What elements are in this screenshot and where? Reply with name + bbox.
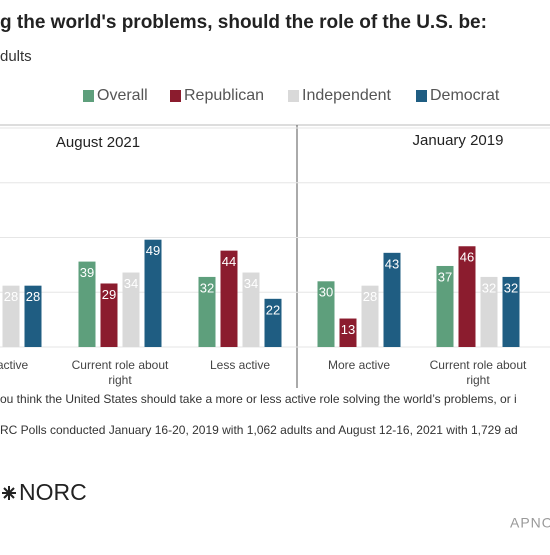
bar — [78, 261, 96, 347]
bar — [2, 285, 20, 347]
legend-label: Overall — [97, 87, 148, 104]
category-label-box: Less active — [209, 358, 271, 372]
bar — [24, 285, 42, 347]
category-label: active — [0, 358, 29, 372]
legend-swatch — [416, 90, 427, 102]
logo-mark — [2, 486, 16, 500]
legend-swatch — [170, 90, 181, 102]
value-label: 43 — [385, 256, 399, 271]
value-label: 28 — [4, 289, 18, 304]
subtitle: dults — [0, 48, 32, 65]
title: g the world's problems, should the role … — [0, 12, 487, 33]
panel-title: August 2021 — [56, 134, 140, 151]
category-label: Less active — [209, 358, 271, 372]
bar — [242, 272, 260, 347]
bar — [317, 281, 335, 347]
legend-swatch — [288, 90, 299, 102]
value-label: 22 — [266, 302, 280, 317]
value-label: 30 — [319, 285, 333, 300]
bar — [458, 246, 476, 347]
bar — [220, 250, 238, 347]
bar — [361, 285, 379, 347]
value-label: 32 — [504, 280, 518, 295]
bar — [436, 265, 454, 347]
note: RC Polls conducted January 16-20, 2019 w… — [0, 423, 518, 437]
value-label: 34 — [124, 276, 138, 291]
category-label: More active — [327, 358, 391, 372]
panel-title: January 2019 — [413, 132, 504, 149]
value-label: 13 — [341, 322, 355, 337]
value-label: 28 — [26, 289, 40, 304]
category-label-box: active — [0, 358, 29, 372]
bar — [339, 318, 357, 347]
watermark: APNO — [510, 515, 550, 531]
category-label-box: Current role about right — [71, 358, 169, 387]
bar — [383, 252, 401, 347]
bar — [144, 239, 162, 347]
category-label-box: Current role about right — [429, 358, 527, 387]
bar — [264, 298, 282, 347]
value-label: 37 — [438, 269, 452, 284]
category-label: Current role about right — [429, 358, 527, 387]
value-label: 28 — [363, 289, 377, 304]
value-label: 32 — [200, 280, 214, 295]
category-label-box: More active — [327, 358, 391, 372]
legend-label: Republican — [184, 87, 264, 104]
bar — [198, 276, 216, 347]
logo: NORC — [19, 479, 87, 505]
bar — [480, 276, 498, 347]
value-label: 46 — [460, 250, 474, 265]
value-label: 49 — [146, 243, 160, 258]
value-label: 39 — [80, 265, 94, 280]
value-label: 34 — [244, 276, 258, 291]
value-label: 44 — [222, 254, 236, 269]
note: ou think the United States should take a… — [0, 392, 517, 406]
legend-label: Independent — [302, 87, 392, 104]
legend-label: Democrat — [430, 87, 500, 104]
bar — [122, 272, 140, 347]
value-label: 32 — [482, 280, 496, 295]
legend-swatch — [83, 90, 94, 102]
category-label: Current role about right — [71, 358, 169, 387]
bar — [502, 276, 520, 347]
value-label: 29 — [102, 287, 116, 302]
bar — [100, 283, 118, 347]
